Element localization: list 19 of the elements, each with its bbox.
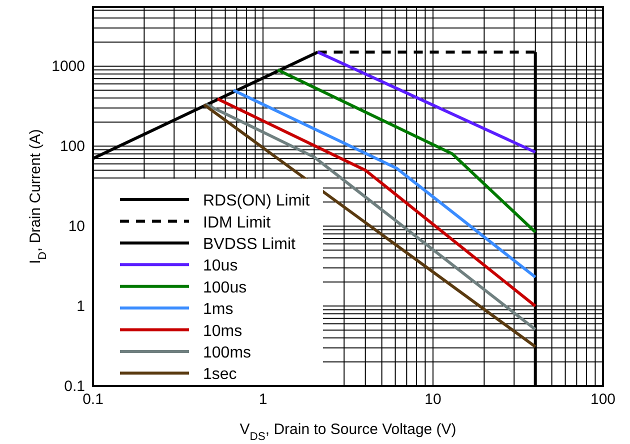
legend-label: 100ms <box>203 344 252 362</box>
legend-label: BVDSS Limit <box>203 236 296 253</box>
y-tick-label: 1000 <box>52 58 85 76</box>
y-tick-label: 1 <box>76 298 85 316</box>
y-tick-label: 10 <box>68 218 85 236</box>
legend-label: RDS(ON) Limit <box>203 192 310 210</box>
x-axis-title: V$_{DS}$, Drain to Source Voltage (V) <box>240 421 456 443</box>
legend-label: 100us <box>203 279 247 296</box>
y-tick-label: 0.1 <box>64 378 85 395</box>
x-tick-label: 1 <box>258 391 268 408</box>
x-tick-label: 0.1 <box>82 391 104 408</box>
legend-label: 1sec <box>203 366 237 384</box>
x-tick-label: 10 <box>424 391 442 408</box>
legend-label: 1ms <box>203 301 234 318</box>
legend-label: IDM Limit <box>203 214 272 232</box>
x-tick-label: 100 <box>590 391 616 408</box>
legend-label: 10ms <box>203 322 242 340</box>
y-tick-label: 100 <box>60 138 85 156</box>
legend-label: 10us <box>203 258 238 275</box>
